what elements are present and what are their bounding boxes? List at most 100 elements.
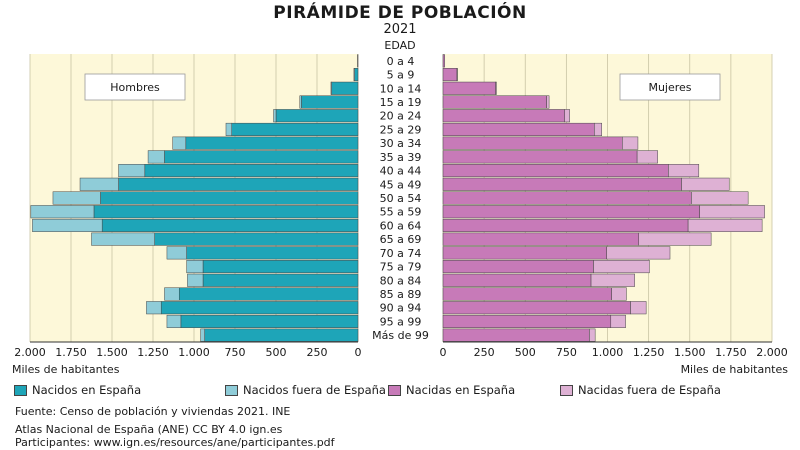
atlas-credit: Atlas Nacional de España (ANE) CC BY 4.0… bbox=[15, 423, 283, 436]
bar-nacidas-espana bbox=[442, 150, 638, 164]
age-label: 15 a 19 bbox=[380, 96, 422, 109]
bar-nacidos-espana bbox=[185, 136, 359, 150]
x-tick-label: 0 bbox=[440, 346, 447, 359]
legend-swatch bbox=[225, 384, 238, 396]
bar-nacidos-espana bbox=[202, 260, 359, 274]
bar-nacidos-fuera bbox=[164, 287, 180, 301]
bar-nacidos-fuera bbox=[225, 122, 232, 136]
bar-nacidos-fuera bbox=[79, 177, 119, 191]
bar-nacidas-fuera bbox=[590, 273, 635, 287]
bar-nacidos-fuera bbox=[187, 273, 204, 287]
legend-label: Nacidos en España bbox=[32, 383, 142, 397]
bar-nacidas-espana bbox=[442, 301, 631, 315]
legend-item-nacidas-fuera: Nacidas fuera de España bbox=[560, 383, 721, 397]
legend-item-nacidas-espana: Nacidas en España bbox=[388, 383, 515, 397]
bar-nacidos-espana bbox=[100, 191, 359, 205]
bar-nacidos-espana bbox=[154, 232, 359, 246]
bar-nacidas-fuera bbox=[699, 205, 765, 219]
age-label: 45 a 49 bbox=[380, 178, 422, 191]
x-tick-label: 500 bbox=[266, 346, 287, 359]
bar-nacidos-espana bbox=[93, 205, 359, 219]
bar-nacidas-fuera bbox=[630, 301, 647, 315]
bar-nacidas-espana bbox=[442, 328, 590, 342]
legend-label: Nacidas fuera de España bbox=[578, 383, 721, 397]
panel-label-box bbox=[84, 73, 186, 101]
chart-year: 2021 bbox=[383, 22, 417, 37]
bar-nacidas-espana bbox=[442, 54, 445, 68]
bar-nacidos-espana bbox=[178, 287, 359, 301]
bar-nacidos-fuera bbox=[32, 218, 103, 232]
bar-nacidos-espana bbox=[275, 109, 359, 123]
bar-nacidas-espana bbox=[442, 164, 669, 178]
bar-nacidas-fuera bbox=[622, 136, 639, 150]
x-tick-label: 750 bbox=[225, 346, 246, 359]
age-label: 80 a 84 bbox=[380, 274, 422, 287]
bar-nacidas-fuera bbox=[611, 287, 627, 301]
bar-nacidas-fuera bbox=[606, 246, 671, 260]
x-tick-label: 1.000 bbox=[592, 346, 624, 359]
bar-nacidos-fuera bbox=[146, 301, 162, 315]
x-tick-label: 2.000 bbox=[14, 346, 46, 359]
legend-item-nacidos-espana: Nacidos en España bbox=[14, 383, 141, 397]
age-label: 55 a 59 bbox=[380, 206, 422, 219]
bar-nacidos-fuera bbox=[118, 164, 146, 178]
bar-nacidos-espana bbox=[301, 95, 359, 109]
x-tick-label: 750 bbox=[556, 346, 577, 359]
bar-nacidos-espana bbox=[101, 218, 359, 232]
age-label: 20 a 24 bbox=[380, 110, 422, 123]
legend-swatch bbox=[14, 384, 27, 396]
bar-nacidas-espana bbox=[442, 260, 594, 274]
bar-nacidos-fuera bbox=[353, 68, 355, 82]
bar-nacidas-espana bbox=[442, 246, 607, 260]
bar-nacidos-espana bbox=[160, 301, 359, 315]
bar-nacidas-espana bbox=[442, 109, 565, 123]
age-label: 5 a 9 bbox=[387, 69, 415, 82]
age-label: 75 a 79 bbox=[380, 261, 422, 274]
bar-nacidas-fuera bbox=[691, 191, 749, 205]
bar-nacidas-fuera bbox=[495, 81, 497, 95]
panel-label-hombres: Hombres bbox=[110, 81, 160, 94]
x-tick-label: 500 bbox=[515, 346, 536, 359]
bar-nacidas-espana bbox=[442, 95, 547, 109]
legend-label: Nacidos fuera de España bbox=[243, 383, 386, 397]
bar-nacidos-espana bbox=[118, 177, 359, 191]
x-tick-label: 1.500 bbox=[674, 346, 706, 359]
bar-nacidas-fuera bbox=[668, 164, 700, 178]
bar-nacidas-espana bbox=[442, 122, 595, 136]
bar-nacidas-espana bbox=[442, 205, 700, 219]
bar-nacidas-fuera bbox=[594, 122, 602, 136]
bar-nacidas-espana bbox=[442, 232, 640, 246]
bar-nacidas-espana bbox=[442, 314, 612, 328]
bar-nacidos-fuera bbox=[52, 191, 101, 205]
x-tick-label: 1.500 bbox=[96, 346, 128, 359]
age-label: 10 a 14 bbox=[380, 82, 422, 95]
bar-nacidas-fuera bbox=[564, 109, 570, 123]
bar-nacidas-fuera bbox=[636, 150, 658, 164]
bar-nacidos-espana bbox=[202, 273, 359, 287]
legend-item-nacidos-fuera: Nacidos fuera de España bbox=[225, 383, 386, 397]
bar-nacidas-espana bbox=[442, 68, 458, 82]
age-label: 40 a 44 bbox=[380, 165, 422, 178]
age-label: 50 a 54 bbox=[380, 192, 422, 205]
age-label: 35 a 39 bbox=[380, 151, 422, 164]
chart-title: PIRÁMIDE DE POBLACIÓN bbox=[273, 3, 527, 23]
bar-nacidas-espana bbox=[442, 273, 592, 287]
age-label: Más de 99 bbox=[372, 329, 429, 342]
bar-nacidos-espana bbox=[180, 314, 359, 328]
age-label: 70 a 74 bbox=[380, 247, 422, 260]
source-note: Fuente: Censo de población y viviendas 2… bbox=[15, 405, 291, 418]
age-label: 25 a 29 bbox=[380, 123, 422, 136]
age-label: 95 a 99 bbox=[380, 315, 422, 328]
bar-nacidas-espana bbox=[442, 81, 496, 95]
bar-nacidas-fuera bbox=[687, 218, 763, 232]
bar-nacidas-fuera bbox=[638, 232, 712, 246]
bar-nacidos-fuera bbox=[172, 136, 187, 150]
age-axis-header: EDAD bbox=[384, 39, 416, 52]
legend-swatch bbox=[560, 384, 573, 396]
bar-nacidos-espana bbox=[144, 164, 359, 178]
bar-nacidas-fuera bbox=[681, 177, 730, 191]
bar-nacidos-fuera bbox=[91, 232, 155, 246]
x-tick-label: 1.750 bbox=[55, 346, 87, 359]
bar-nacidos-fuera bbox=[166, 246, 187, 260]
